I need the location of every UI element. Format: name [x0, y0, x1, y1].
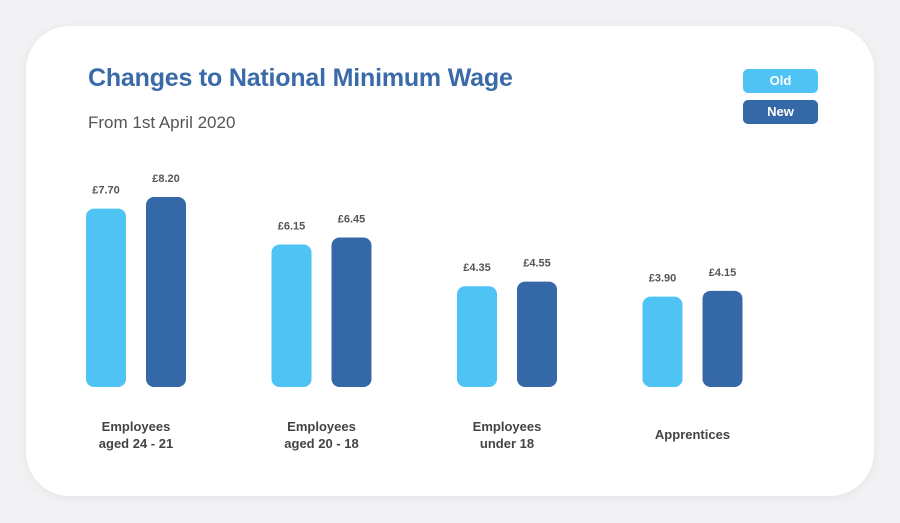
bar-old-3 [642, 296, 683, 387]
data-label-new-0: £8.20 [152, 173, 180, 185]
data-label-new-1: £6.45 [338, 214, 366, 226]
bar-new-3 [702, 290, 743, 387]
data-label-new-2: £4.55 [523, 258, 551, 270]
data-label-old-1: £6.15 [278, 221, 306, 233]
bar-new-0 [146, 197, 186, 387]
bar-old-2 [457, 286, 497, 387]
bar-new-1 [331, 237, 372, 387]
data-label-old-0: £7.70 [92, 185, 120, 197]
category-label-3: Apprentices [654, 427, 731, 442]
legend-old: Old [743, 69, 818, 93]
chart-title: Changes to National Minimum Wage [88, 64, 513, 92]
data-label-old-2: £4.35 [463, 262, 491, 274]
bar-old-0 [86, 208, 126, 387]
category-label-2: Employees under 18 [472, 419, 542, 451]
category-label-1: Employees aged 20 - 18 [284, 419, 359, 451]
data-label-new-3: £4.15 [709, 267, 737, 279]
chart-subtitle: From 1st April 2020 [88, 113, 236, 132]
legend-new: New [743, 100, 818, 124]
bar-new-2 [517, 281, 557, 387]
bar-old-1 [271, 244, 312, 387]
data-label-old-3: £3.90 [649, 273, 677, 285]
category-label-0: Employees aged 24 - 21 [98, 419, 174, 451]
